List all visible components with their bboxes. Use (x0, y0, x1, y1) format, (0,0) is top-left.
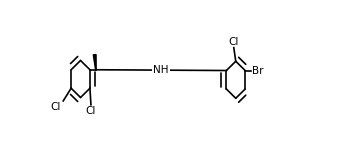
Text: Cl: Cl (51, 102, 61, 112)
Text: Br: Br (252, 66, 264, 76)
Text: NH: NH (153, 65, 169, 75)
Polygon shape (93, 55, 96, 70)
Text: Cl: Cl (228, 37, 239, 47)
Text: Cl: Cl (86, 106, 96, 116)
